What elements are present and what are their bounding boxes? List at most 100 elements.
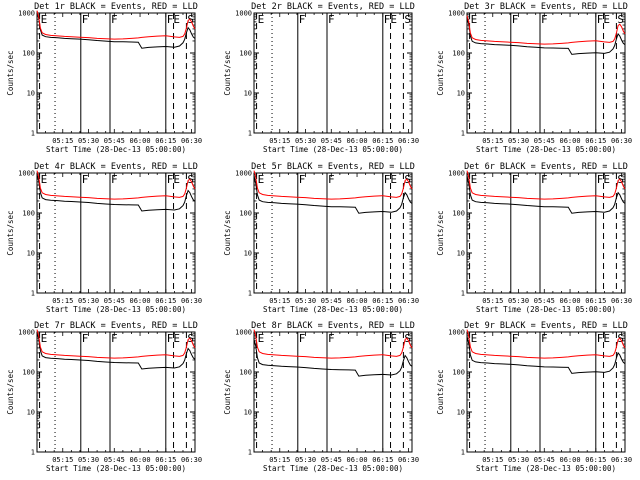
y-tick-label: 100: [239, 210, 252, 218]
y-tick-label: 1: [248, 449, 252, 457]
event-marker-label: E: [258, 13, 265, 26]
plot-frame: [253, 331, 413, 453]
y-tick-label: 10: [27, 250, 35, 258]
event-marker-label: F: [512, 173, 519, 186]
events-series-line: [466, 17, 626, 55]
x-tick-label: 05:30: [295, 297, 316, 305]
plot-frame: [253, 172, 413, 294]
event-marker-label: F: [82, 13, 89, 26]
x-tick-label: 06:30: [181, 137, 202, 145]
event-marker-label: E: [258, 173, 265, 186]
x-tick-label: 05:30: [295, 137, 316, 145]
x-tick-label: 06:30: [611, 456, 632, 464]
x-tick-label: 05:45: [321, 456, 342, 464]
lld-series-line: [36, 170, 196, 200]
x-tick-label: 06:30: [398, 297, 419, 305]
x-tick-label: 05:30: [508, 297, 529, 305]
y-axis-title: Counts/sec: [436, 369, 445, 414]
event-marker-label: S: [404, 13, 411, 26]
y-axis-title: Counts/sec: [6, 369, 15, 414]
event-marker-label: F: [512, 332, 519, 345]
x-tick-label: 05:45: [104, 137, 125, 145]
panel-det-7: Det 7r BLACK = Events, RED = LLD 1 10 100 10…: [6, 321, 202, 473]
x-axis-title: Start Time (28-Dec-13 05:00:00): [46, 305, 186, 314]
x-tick-label: 05:15: [52, 456, 73, 464]
panel-det-4: Det 4r BLACK = Events, RED = LLD 1 10 100 10…: [6, 162, 202, 314]
y-axis-title: Counts/sec: [223, 50, 232, 95]
panel-det-9: Det 9r BLACK = Events, RED = LLD 1 10 100 10…: [436, 321, 632, 473]
x-tick-label: 06:15: [372, 456, 393, 464]
panel-det-6: Det 6r BLACK = Events, RED = LLD 1 10 100 10…: [436, 162, 632, 314]
x-tick-label: 05:15: [52, 137, 73, 145]
event-marker-label: FE: [597, 332, 610, 345]
x-tick-label: 05:30: [78, 137, 99, 145]
event-marker-label: E: [41, 13, 48, 26]
x-tick-label: 06:30: [181, 456, 202, 464]
event-marker-label: E: [471, 13, 478, 26]
x-tick-label: 05:15: [269, 137, 290, 145]
x-tick-label: 05:30: [78, 297, 99, 305]
events-series-line: [36, 11, 196, 49]
x-tick-label: 06:15: [585, 137, 606, 145]
x-tick-label: 05:30: [508, 456, 529, 464]
x-tick-label: 06:00: [130, 456, 151, 464]
event-marker-label: F: [82, 332, 89, 345]
event-marker-label: S: [187, 13, 194, 26]
panel-det-3: Det 3r BLACK = Events, RED = LLD 1 10 100 10…: [436, 2, 632, 154]
plot-frame: [36, 172, 196, 294]
x-tick-label: 05:45: [104, 456, 125, 464]
y-tick-label: 1: [248, 290, 252, 298]
y-tick-label: 1000: [18, 10, 35, 18]
panel-title: Det 3r BLACK = Events, RED = LLD: [464, 2, 628, 12]
events-series-line: [466, 336, 626, 374]
event-marker-label: FE: [384, 332, 397, 345]
events-series-line: [253, 339, 413, 377]
y-tick-label: 100: [239, 50, 252, 58]
event-marker-label: F: [512, 13, 519, 26]
event-marker-label: FE: [167, 332, 180, 345]
x-tick-label: 06:15: [155, 297, 176, 305]
panel-title: Det 4r BLACK = Events, RED = LLD: [34, 162, 198, 172]
y-tick-label: 10: [244, 409, 252, 417]
y-tick-label: 10: [27, 409, 35, 417]
x-axis-title: Start Time (28-Dec-13 05:00:00): [263, 145, 403, 154]
events-series-line: [253, 176, 413, 214]
event-marker-label: FE: [167, 173, 180, 186]
event-marker-label: FE: [384, 173, 397, 186]
y-axis-title: Counts/sec: [223, 369, 232, 414]
event-marker-label: F: [111, 13, 118, 26]
event-marker-label: FE: [597, 13, 610, 26]
x-tick-label: 05:15: [482, 456, 503, 464]
x-axis-title: Start Time (28-Dec-13 05:00:00): [46, 145, 186, 154]
plot-frame: [466, 12, 626, 134]
event-marker-label: S: [617, 173, 624, 186]
event-marker-label: FE: [597, 173, 610, 186]
plot-frame: [466, 331, 626, 453]
x-tick-label: 05:45: [104, 297, 125, 305]
panel-title: Det 6r BLACK = Events, RED = LLD: [464, 162, 628, 172]
x-tick-label: 06:15: [155, 456, 176, 464]
plot-frame: [36, 12, 196, 134]
x-axis-title: Start Time (28-Dec-13 05:00:00): [476, 464, 616, 473]
y-tick-label: 100: [239, 369, 252, 377]
x-tick-label: 05:45: [321, 297, 342, 305]
event-marker-label: E: [41, 173, 48, 186]
events-series-line: [466, 176, 626, 214]
x-tick-label: 06:15: [585, 297, 606, 305]
event-marker-label: F: [111, 332, 118, 345]
y-tick-label: 1000: [448, 329, 465, 337]
y-axis-title: Counts/sec: [6, 210, 15, 255]
lld-series-line: [36, 10, 196, 40]
y-tick-label: 1000: [235, 329, 252, 337]
x-tick-label: 06:00: [347, 456, 368, 464]
y-tick-label: 1: [461, 449, 465, 457]
events-series-line: [36, 174, 196, 212]
x-axis-title: Start Time (28-Dec-13 05:00:00): [476, 145, 616, 154]
x-tick-label: 05:15: [482, 137, 503, 145]
event-marker-label: S: [404, 332, 411, 345]
y-tick-label: 1: [248, 130, 252, 138]
x-tick-label: 05:15: [482, 297, 503, 305]
event-marker-label: F: [328, 173, 335, 186]
lld-series-line: [466, 170, 626, 200]
y-tick-label: 1: [461, 130, 465, 138]
